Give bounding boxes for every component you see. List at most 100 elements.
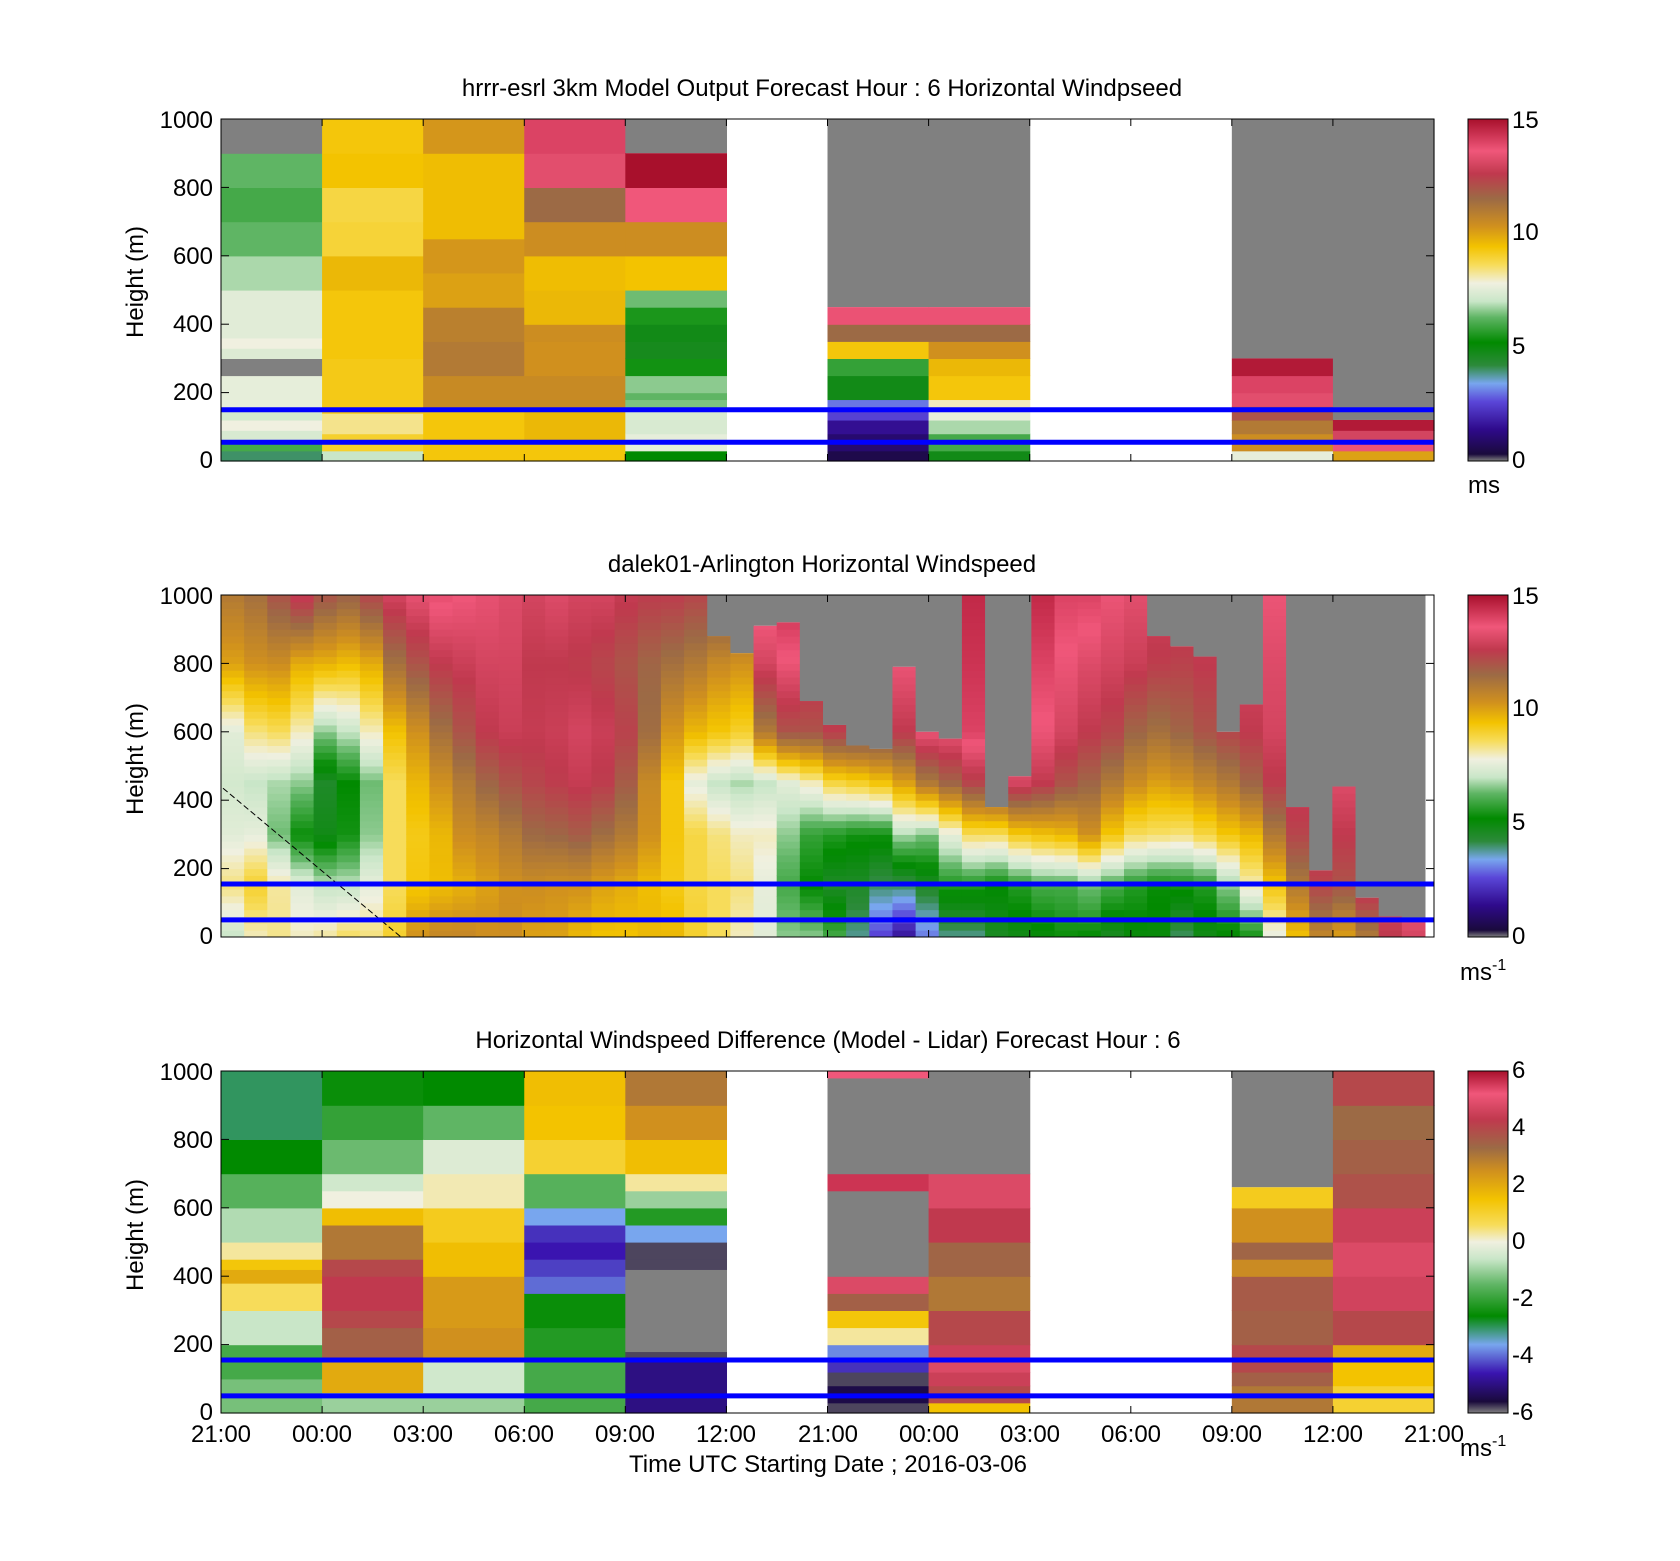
heatmap-cell <box>1193 738 1218 746</box>
heatmap-cell <box>1193 718 1218 726</box>
heatmap-cell <box>359 902 384 911</box>
y-tick-label: 0 <box>200 1399 213 1426</box>
heatmap-cell <box>1170 745 1194 753</box>
heatmap-cell <box>1100 697 1125 705</box>
heatmap-cell <box>1170 889 1194 897</box>
heatmap-cell <box>1008 930 1032 938</box>
heatmap-cell <box>1031 875 1056 883</box>
heatmap-cell <box>336 738 361 746</box>
y-tick-label: 800 <box>173 175 213 202</box>
heatmap-cell <box>1147 889 1171 897</box>
heatmap-cell <box>336 622 361 630</box>
heatmap-cell <box>452 807 477 815</box>
heatmap-cell <box>1170 772 1194 781</box>
heatmap-cell <box>1124 868 1148 876</box>
heatmap-cell <box>961 738 986 746</box>
heatmap-cell <box>1031 807 1056 815</box>
heatmap-cell <box>1193 724 1218 733</box>
heatmap-cell <box>799 701 824 705</box>
heatmap-cell <box>625 324 728 342</box>
heatmap-cell <box>985 875 1009 883</box>
heatmap-cell <box>684 677 708 685</box>
heatmap-cell <box>406 902 430 911</box>
heatmap-cell <box>1124 704 1148 712</box>
heatmap-cell <box>522 683 546 692</box>
heatmap-cell <box>475 820 500 829</box>
heatmap-cell <box>568 629 592 637</box>
heatmap-cell <box>498 902 523 911</box>
heatmap-cell <box>1031 649 1056 658</box>
heatmap-cell <box>545 636 569 644</box>
heatmap-cell <box>406 711 430 719</box>
heatmap-cell <box>429 601 454 610</box>
heatmap-cell <box>322 1224 424 1260</box>
heatmap-cell <box>938 923 963 931</box>
heatmap-cell <box>1262 895 1287 904</box>
heatmap-cell <box>545 875 569 883</box>
heatmap-cell <box>475 827 500 835</box>
colorbar-tick-label: -4 <box>1512 1342 1533 1369</box>
heatmap-cell <box>524 1071 626 1106</box>
heatmap-cell <box>985 868 1009 876</box>
heatmap-cell <box>1077 800 1102 808</box>
heatmap-cell <box>961 595 986 603</box>
heatmap-cell <box>322 1071 424 1106</box>
heatmap-cell <box>985 909 1009 917</box>
heatmap-cell <box>429 807 454 815</box>
heatmap-cell <box>961 656 986 664</box>
heatmap-cell <box>1239 889 1264 897</box>
heatmap-cell <box>1216 745 1241 753</box>
heatmap-cell <box>753 670 778 678</box>
heatmap-cell <box>221 875 245 883</box>
heatmap-cell <box>928 307 1031 325</box>
heatmap-cell <box>524 1139 626 1175</box>
heatmap-cell <box>1332 419 1435 431</box>
heatmap-cell <box>383 848 407 856</box>
heatmap-cells <box>221 1071 1435 1414</box>
heatmap-cell <box>1124 793 1148 801</box>
heatmap-cell <box>452 642 477 651</box>
heatmap-cell <box>1193 807 1218 815</box>
heatmap-cell <box>313 683 338 692</box>
heatmap-cell <box>1031 683 1056 692</box>
reference-lines <box>221 407 1434 445</box>
heatmap-cell <box>892 779 917 788</box>
heatmap-cell <box>1262 731 1287 740</box>
heatmap-cell <box>1309 923 1333 931</box>
panel-lidar-windspeed: dalek01-Arlington Horizontal Windspeed H… <box>122 551 1539 986</box>
heatmap-cell <box>1216 779 1241 788</box>
heatmap-cell <box>406 670 430 678</box>
heatmap-cell <box>221 324 323 339</box>
heatmap-cell <box>313 642 338 651</box>
heatmap-cell <box>1286 889 1310 897</box>
heatmap-cell <box>1239 731 1264 740</box>
heatmap-cell <box>336 820 361 829</box>
heatmap-cell <box>359 854 384 863</box>
heatmap-cell <box>938 895 963 904</box>
heatmap-cell <box>452 718 477 726</box>
heatmap-cell <box>1193 683 1218 692</box>
heatmap-cell <box>267 724 291 733</box>
heatmap-cell <box>961 608 986 617</box>
heatmap-cell <box>221 697 245 705</box>
heatmap-cell <box>753 738 778 746</box>
x-tick-label: 00:00 <box>899 1421 959 1448</box>
heatmap-cell <box>1193 902 1218 911</box>
heatmap-cell <box>1124 677 1148 685</box>
heatmap-cell <box>846 848 870 856</box>
heatmap-cell <box>1077 759 1102 767</box>
colorbar-tick-label: 15 <box>1512 107 1539 134</box>
heatmap-cell <box>1100 807 1125 815</box>
heatmap-cell <box>244 807 268 815</box>
heatmap-cell <box>452 731 477 740</box>
heatmap-cell <box>1193 766 1218 774</box>
heatmap-cell <box>429 813 454 822</box>
heatmap-cell <box>522 827 546 835</box>
heatmap-cell <box>244 772 268 781</box>
heatmap-cell <box>1124 909 1148 917</box>
heatmap-cell <box>244 875 268 883</box>
heatmap-cell <box>1239 738 1264 746</box>
heatmap-cell <box>625 399 728 411</box>
heatmap-cell <box>637 909 662 917</box>
heatmap-cell <box>799 820 824 829</box>
